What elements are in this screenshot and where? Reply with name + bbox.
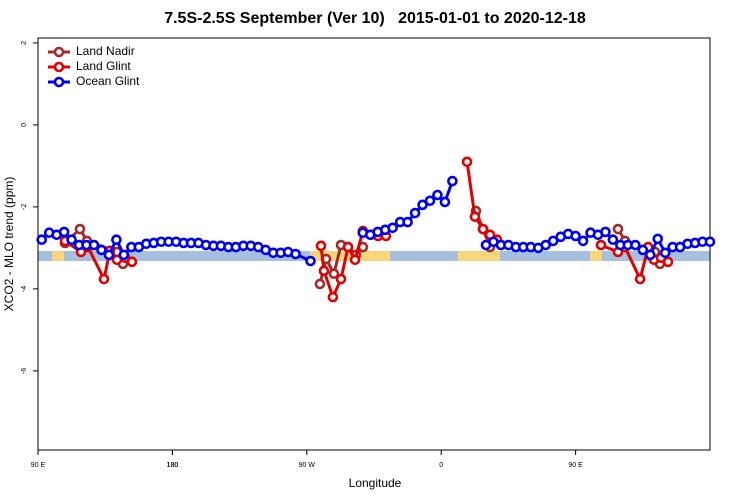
x-tick-label: 0 xyxy=(439,462,443,469)
data-point xyxy=(477,223,489,235)
data-point xyxy=(126,256,138,268)
data-point xyxy=(439,196,451,208)
data-point xyxy=(704,236,716,248)
series-line xyxy=(64,161,669,302)
data-point xyxy=(461,156,473,168)
y-tick-label: -4 xyxy=(21,286,28,292)
data-point xyxy=(327,291,339,303)
legend-marker xyxy=(53,61,65,73)
data-point xyxy=(432,189,443,201)
data-point xyxy=(328,268,340,280)
x-axis-label: Longitude xyxy=(349,476,402,490)
land-ocean-strip xyxy=(38,251,710,261)
data-point xyxy=(652,233,664,245)
x-tick-label: 180 xyxy=(167,462,179,469)
data-point xyxy=(98,273,110,285)
data-point xyxy=(612,223,624,235)
data-point xyxy=(305,255,316,267)
legend-label: Land Glint xyxy=(76,59,131,73)
data-point xyxy=(607,234,619,245)
land-strip xyxy=(590,251,602,261)
data-point xyxy=(630,239,641,251)
y-tick-label: -2 xyxy=(21,204,28,210)
data-point xyxy=(637,244,649,256)
x-tick-label: 180 xyxy=(167,462,179,469)
x-tick-label: 90 E xyxy=(568,462,583,469)
data-point xyxy=(595,239,607,251)
data-point xyxy=(96,244,107,256)
x-tick-label: 90 E xyxy=(31,462,46,469)
data-point xyxy=(111,234,122,245)
data-point xyxy=(103,249,115,261)
data-point xyxy=(315,240,327,252)
data-point xyxy=(314,278,326,290)
data-point xyxy=(335,273,347,285)
data-point xyxy=(424,195,436,207)
y-tick-label: 2 xyxy=(21,41,28,45)
data-point xyxy=(447,175,458,187)
data-point xyxy=(644,249,656,261)
legend-label: Land Nadir xyxy=(76,44,135,58)
data-point xyxy=(577,235,589,247)
land-strip xyxy=(310,251,390,261)
x-tick-label: 90 W xyxy=(299,462,316,469)
data-point xyxy=(634,273,646,285)
y-tick-label: -6 xyxy=(21,368,28,374)
series xyxy=(36,175,716,267)
legend-marker xyxy=(53,76,65,88)
data-point xyxy=(88,239,100,251)
data-point xyxy=(600,226,611,238)
chart-title: 7.5S-2.5S September (Ver 10) 2015-01-01 … xyxy=(164,10,586,27)
data-point xyxy=(66,234,77,245)
data-point xyxy=(349,254,361,266)
data-point xyxy=(662,256,674,268)
data-point xyxy=(540,239,552,251)
land-strip xyxy=(458,251,500,261)
data-point xyxy=(417,199,428,211)
data-point xyxy=(290,248,301,260)
data-point xyxy=(387,222,398,234)
land-strip xyxy=(52,251,64,261)
data-point xyxy=(318,265,330,277)
y-axis-label: XCO2 - MLO trend (ppm) xyxy=(2,177,16,312)
data-point xyxy=(659,247,671,259)
data-point xyxy=(547,235,559,247)
legend-marker xyxy=(53,46,65,58)
data-point xyxy=(58,226,70,238)
data-point xyxy=(118,249,130,261)
data-point xyxy=(36,234,48,245)
data-point xyxy=(402,216,413,228)
data-point xyxy=(570,230,581,242)
y-tick-label: 0 xyxy=(21,123,28,127)
data-point xyxy=(342,241,354,253)
legend-label: Ocean Glint xyxy=(76,74,140,88)
data-point xyxy=(469,211,481,223)
data-point xyxy=(409,207,421,219)
data-point xyxy=(74,223,86,235)
